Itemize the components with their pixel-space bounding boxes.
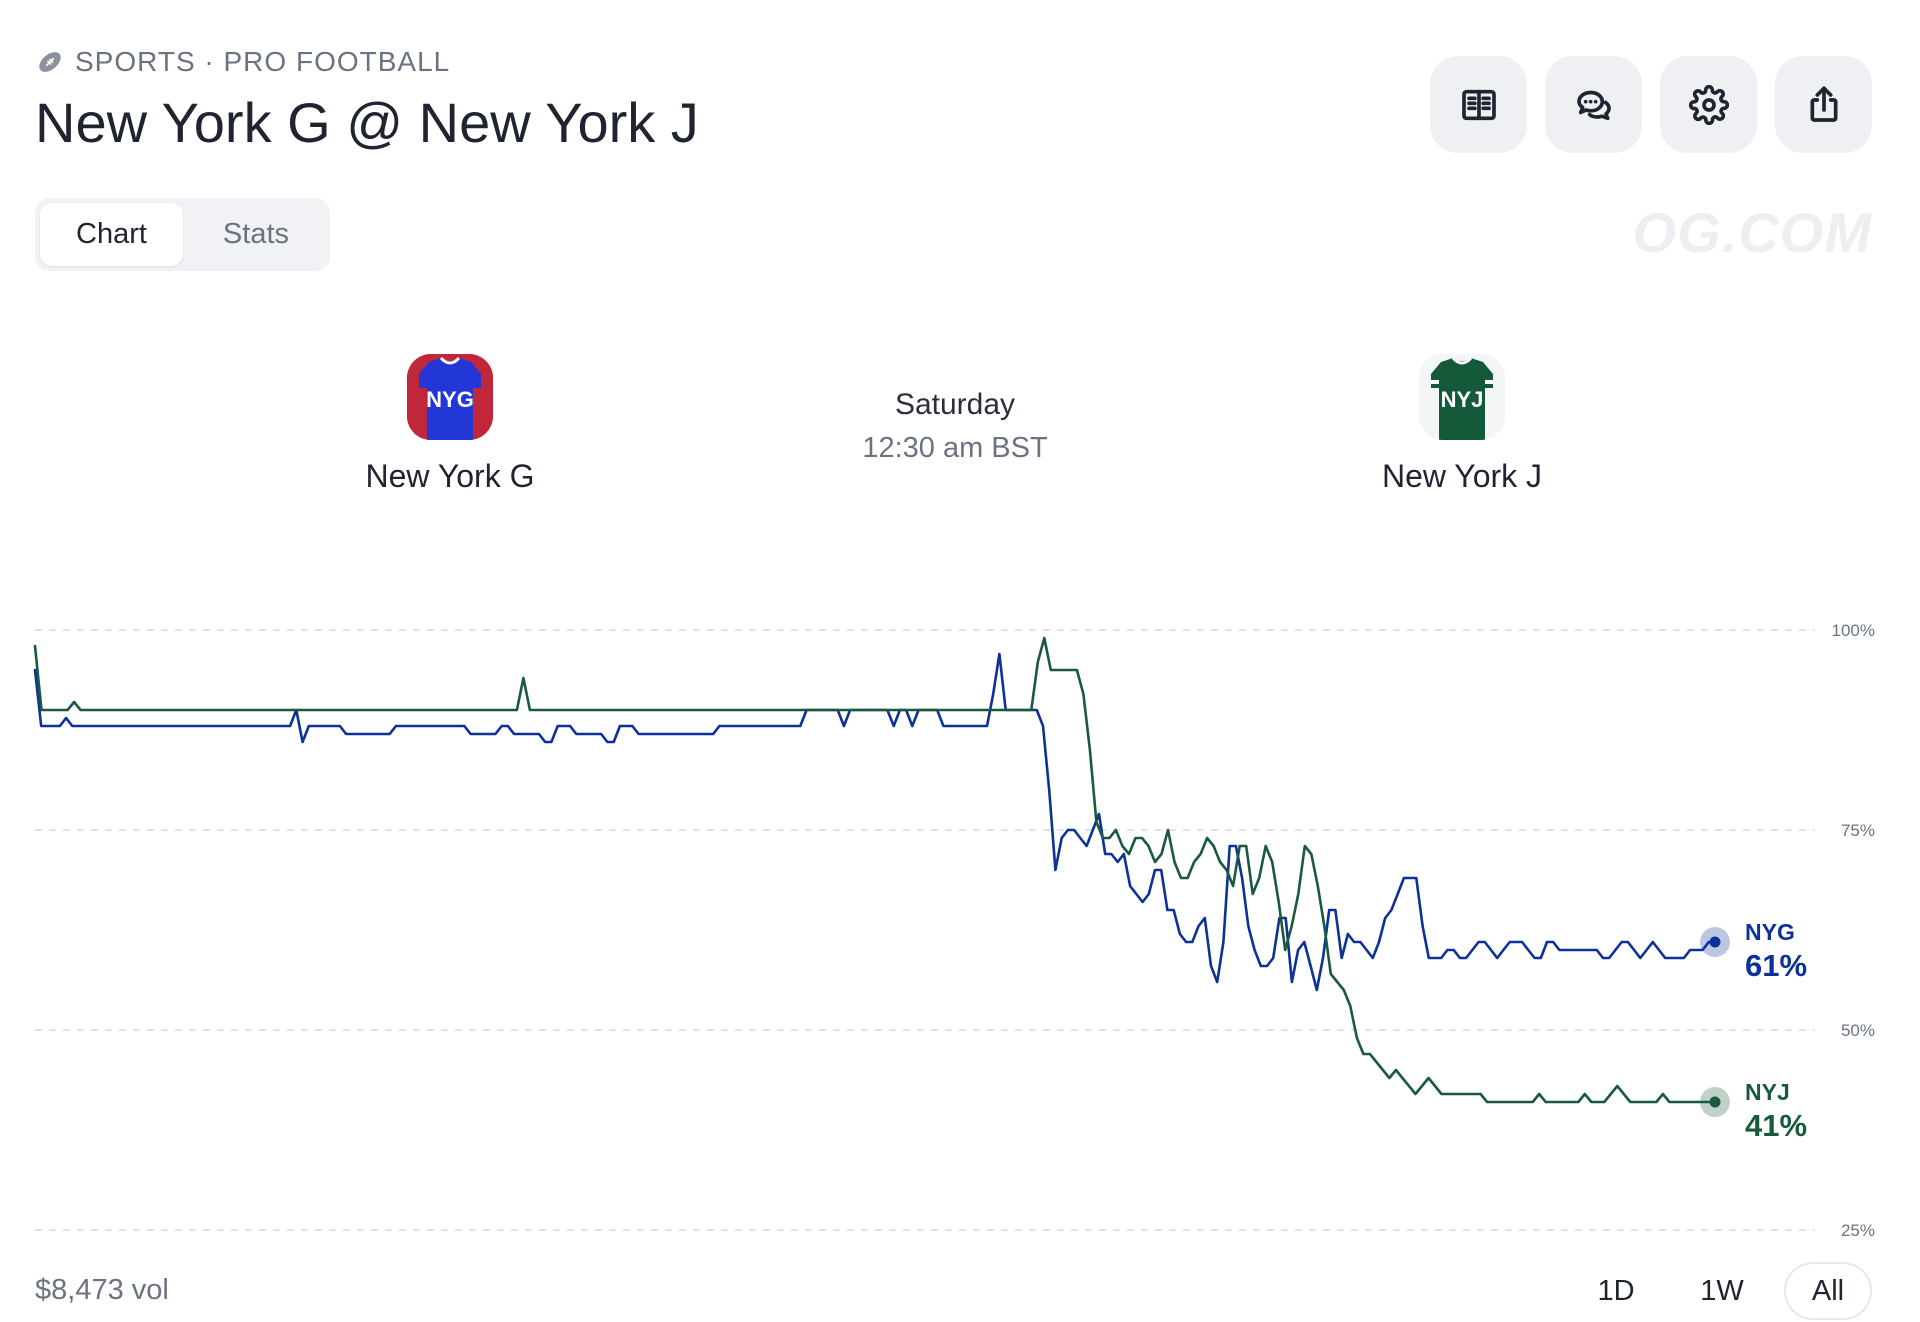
series-name-nyj: NYJ xyxy=(1745,1079,1790,1105)
team-away[interactable]: NYJ New York J xyxy=(1312,354,1612,495)
nyj-jersey-icon: NYJ xyxy=(1419,354,1505,440)
nyg-jersey-icon: NYG xyxy=(407,354,493,440)
y-tick-label: 100% xyxy=(1832,621,1875,640)
settings-button[interactable] xyxy=(1660,56,1757,153)
series-end-dot-nyj xyxy=(1709,1096,1721,1108)
series-line-nyg xyxy=(33,652,1717,992)
action-toolbar xyxy=(1430,56,1872,153)
brand-watermark: OG.COM xyxy=(1632,201,1872,264)
game-schedule: Saturday 12:30 am BST xyxy=(805,388,1105,465)
comments-button[interactable] xyxy=(1545,56,1642,153)
football-icon xyxy=(39,52,61,72)
y-tick-label: 75% xyxy=(1841,821,1875,840)
team-away-name: New York J xyxy=(1381,458,1543,494)
range-all-button[interactable]: All xyxy=(1784,1262,1872,1320)
series-value-nyj: 41% xyxy=(1745,1108,1807,1143)
price-chart[interactable]: 100% 75% 50% 25% NYG 61% NYJ 41% xyxy=(0,590,1920,1250)
nyj-jersey-code: NYJ xyxy=(1441,387,1484,412)
range-1d-button[interactable]: 1D xyxy=(1597,1274,1635,1307)
tab-chart[interactable]: Chart xyxy=(40,203,183,266)
rules-button[interactable] xyxy=(1430,56,1527,153)
series-line-nyj xyxy=(33,636,1717,1104)
page-title: New York G @ New York J xyxy=(35,91,699,154)
series-value-nyg: 61% xyxy=(1745,948,1807,983)
volume-label: $8,473 vol xyxy=(35,1274,169,1306)
y-tick-label: 25% xyxy=(1841,1221,1875,1240)
series-name-nyg: NYG xyxy=(1745,919,1795,945)
range-1w-button[interactable]: 1W xyxy=(1700,1274,1744,1307)
game-day: Saturday xyxy=(894,388,1016,421)
tab-stats[interactable]: Stats xyxy=(222,218,290,250)
share-upload-icon xyxy=(1810,86,1837,122)
gear-icon xyxy=(1688,84,1729,125)
team-home[interactable]: NYG New York G xyxy=(300,354,600,495)
team-home-name: New York G xyxy=(365,458,535,494)
share-button[interactable] xyxy=(1775,56,1872,153)
view-tabs: Chart Stats xyxy=(35,198,331,271)
y-tick-label: 50% xyxy=(1841,1021,1875,1040)
breadcrumb-text: SPORTS · PRO FOOTBALL xyxy=(75,46,451,77)
chat-bubbles-icon xyxy=(1576,90,1611,120)
time-range-selector: 1D 1W All xyxy=(1572,1262,1872,1320)
game-time: 12:30 am BST xyxy=(862,432,1048,464)
series-end-dot-nyg xyxy=(1709,936,1721,948)
breadcrumb[interactable]: SPORTS · PRO FOOTBALL xyxy=(35,46,699,78)
book-open-icon xyxy=(1461,89,1496,120)
market-header: SPORTS · PRO FOOTBALL New York G @ New Y… xyxy=(35,46,699,155)
nyg-jersey-code: NYG xyxy=(426,387,474,412)
